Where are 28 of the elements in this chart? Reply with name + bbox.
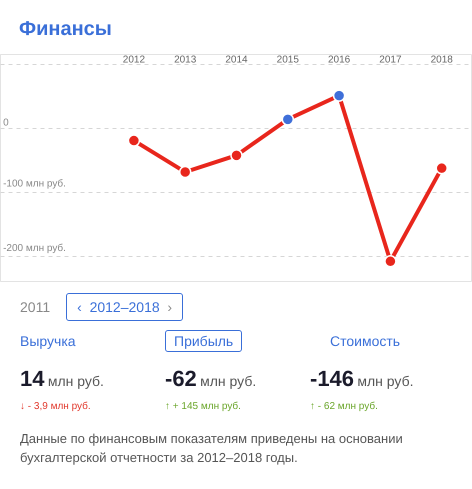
text: ‹ [77, 299, 82, 315]
x-tick-label: 2017 [379, 54, 402, 66]
text: ↑ + 145 млн руб. [165, 400, 242, 414]
text: 2011 [20, 298, 50, 317]
text: -62 [165, 366, 197, 391]
x-tick-label: 2015 [276, 54, 300, 66]
text: ↓ - 3,9 млн руб. [20, 400, 92, 414]
y-tick-label: -100 млн руб. [3, 178, 66, 190]
text: -146 [310, 366, 354, 391]
x-tick-label: 2016 [328, 54, 351, 66]
text: Стоимость [330, 332, 402, 351]
text: Прибыль [165, 330, 242, 352]
y-tick-label: -200 млн руб. [3, 242, 66, 254]
text: млн руб. [357, 373, 414, 389]
text: млн руб. [48, 373, 104, 389]
text: Данные по финансовым показателям приведены на основании бухгалтерской отчетности за 2012–2018 годы. [20, 430, 404, 467]
text: Выручка [20, 332, 77, 351]
text: › [167, 299, 172, 315]
text: ↑ - 62 млн руб. [310, 400, 379, 414]
x-tick-label: 2018 [430, 54, 454, 66]
text: 2012–2018 [90, 299, 160, 315]
chart-title: Финансы [18, 17, 112, 42]
x-tick-label: 2013 [174, 54, 197, 66]
text: 14 [20, 366, 44, 391]
text: млн руб. [200, 373, 256, 389]
y-tick-label: 0 [3, 117, 10, 128]
x-tick-label: 2012 [122, 54, 146, 66]
x-tick-label: 2014 [225, 54, 248, 66]
